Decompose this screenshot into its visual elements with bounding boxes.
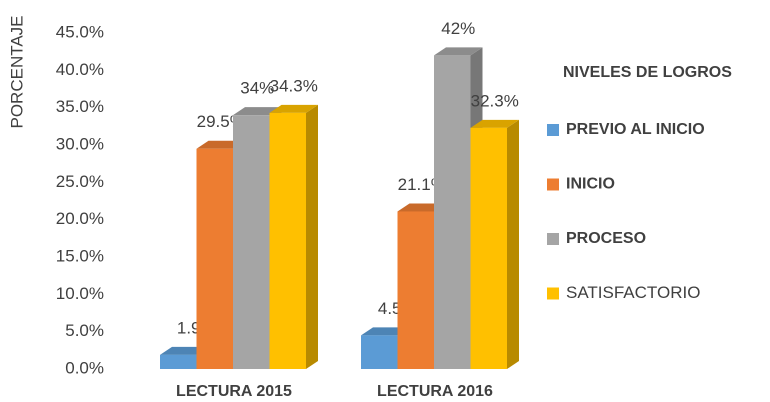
bar — [361, 335, 398, 369]
bar — [160, 354, 197, 369]
y-tick-label: 15.0% — [56, 246, 104, 265]
bar-top — [160, 346, 209, 355]
y-tick-label: 35.0% — [56, 97, 104, 116]
y-tick-label: 45.0% — [56, 22, 104, 41]
legend-label: PREVIO AL INICIO — [566, 121, 705, 138]
legend-label: PROCESO — [566, 230, 646, 247]
value-label: 21.1% — [398, 175, 446, 194]
legend-swatch — [547, 178, 559, 191]
bar — [196, 148, 233, 369]
bar-top — [233, 107, 282, 116]
y-tick-label: 25.0% — [56, 172, 104, 191]
y-tick-label: 5.0% — [65, 321, 104, 340]
bar — [233, 115, 270, 369]
x-tick-label: LECTURA 2016 — [377, 383, 493, 400]
y-tick-label: 20.0% — [56, 209, 104, 228]
legend-label: SATISFACTORIO — [566, 283, 700, 302]
bar-top — [397, 203, 446, 212]
bar — [397, 211, 434, 369]
legend-swatch — [547, 124, 559, 136]
y-tick-label: 30.0% — [56, 134, 104, 153]
value-label: 34% — [240, 79, 274, 98]
y-axis-label: PORCENTAJE — [7, 15, 26, 128]
value-label: 42% — [441, 19, 475, 38]
legend-swatch — [547, 287, 559, 300]
x-tick-label: LECTURA 2015 — [176, 383, 292, 400]
legend-label: INICIO — [566, 176, 615, 193]
bar — [434, 55, 471, 370]
bar — [269, 112, 306, 369]
legend-swatch — [547, 233, 559, 245]
legend-title: NIVELES DE LOGROS — [563, 64, 732, 81]
bar-top — [196, 140, 245, 149]
value-label: 32.3% — [471, 91, 519, 110]
y-tick-label: 10.0% — [56, 284, 104, 303]
bar-top — [269, 104, 318, 113]
bar-top — [361, 327, 410, 336]
bar-top — [470, 119, 519, 128]
value-label: 29.5% — [197, 112, 245, 131]
bar — [470, 127, 507, 370]
bar-side — [306, 104, 318, 369]
y-tick-label: 0.0% — [65, 358, 104, 377]
bar-top — [434, 47, 483, 56]
value-label: 34.3% — [270, 76, 318, 95]
bar-side — [507, 119, 519, 370]
y-tick-label: 40.0% — [56, 60, 104, 79]
